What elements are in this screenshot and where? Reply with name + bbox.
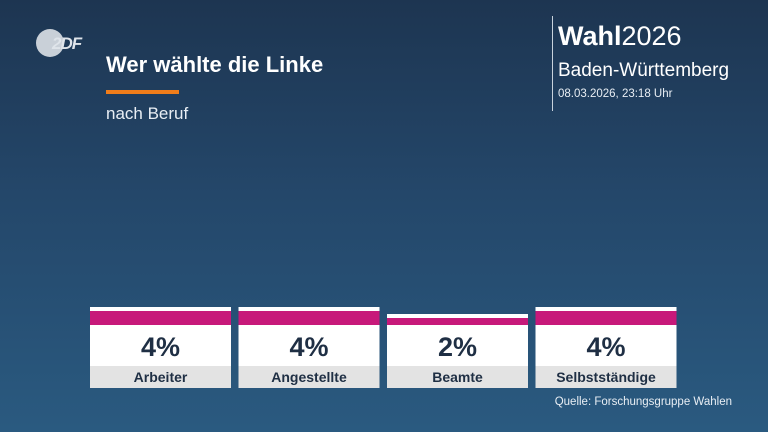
election-brand: Wahl2026 xyxy=(558,20,682,52)
zdf-logo: 2DF xyxy=(36,29,86,59)
category-label: Selbstständige xyxy=(556,369,656,385)
chart-subtitle: nach Beruf xyxy=(106,104,189,123)
brand-year: 2026 xyxy=(621,21,682,51)
header-divider xyxy=(552,16,553,111)
zdf-logo-circle xyxy=(36,29,64,57)
bar-value-label: 4% xyxy=(289,332,328,362)
brand-word: Wahl xyxy=(558,21,622,51)
category-label: Beamte xyxy=(432,369,483,385)
bar xyxy=(387,318,528,325)
category-label: Angestellte xyxy=(271,369,347,385)
value-card xyxy=(90,325,231,366)
timestamp: 08.03.2026, 23:18 Uhr xyxy=(558,88,673,100)
bar xyxy=(535,311,677,325)
category-label: Arbeiter xyxy=(134,369,188,385)
chart-title: Wer wählte die Linke xyxy=(106,52,324,77)
bar-value-label: 4% xyxy=(586,332,625,362)
value-card xyxy=(238,325,380,366)
category-label-bg xyxy=(90,366,231,388)
bar xyxy=(238,311,380,325)
bar xyxy=(90,311,231,325)
zdf-logo-text: 2DF xyxy=(52,34,82,53)
title-accent-line xyxy=(106,90,179,94)
category-label-bg xyxy=(238,366,380,388)
category-label-bg xyxy=(387,366,528,388)
region-label: Baden-Württemberg xyxy=(558,60,730,81)
value-card xyxy=(535,325,677,366)
source-note: Quelle: Forschungsgruppe Wahlen xyxy=(554,396,732,408)
bar-value-label: 4% xyxy=(141,332,180,362)
bar-value-label: 2% xyxy=(438,332,477,362)
category-label-bg xyxy=(535,366,677,388)
value-card xyxy=(387,325,528,366)
